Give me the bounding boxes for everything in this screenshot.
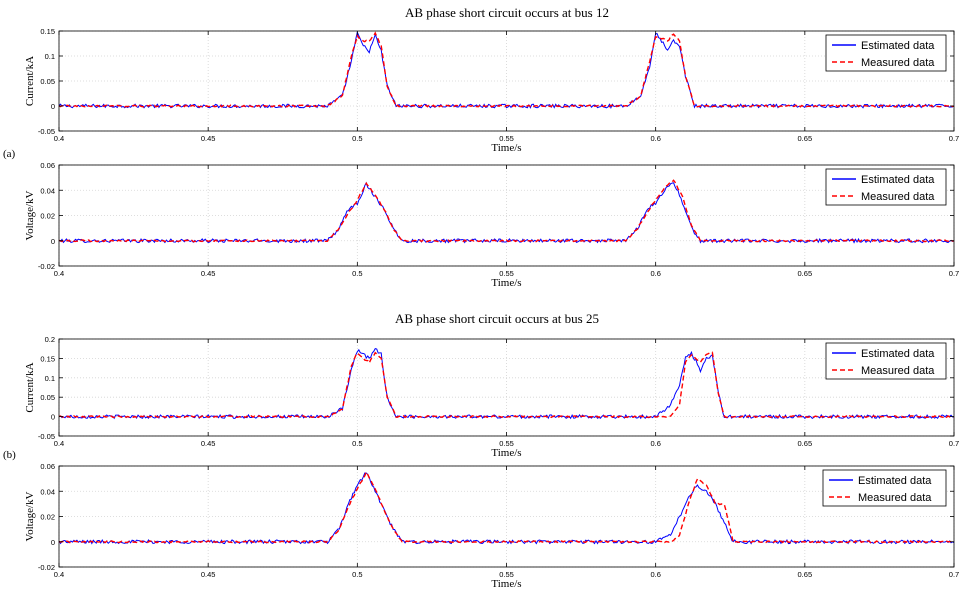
- series-line-estimated: [58, 181, 955, 244]
- x-tick-label: 0.4: [54, 269, 64, 278]
- y-axis-label: Voltage/kV: [24, 190, 36, 240]
- panel-b-title: AB phase short circuit occurs at bus 25: [395, 311, 599, 326]
- y-tick-label: 0.1: [45, 374, 55, 383]
- legend: Estimated data Measured data: [822, 469, 947, 507]
- y-tick-label: -0.02: [38, 563, 55, 572]
- y-tick-label: 0.04: [40, 186, 55, 195]
- x-tick-label: 0.4: [54, 439, 64, 448]
- legend: Estimated data Measured data: [825, 168, 947, 206]
- x-tick-label: 0.7: [949, 570, 959, 579]
- panel-a-title: AB phase short circuit occurs at bus 12: [405, 5, 609, 20]
- legend-label-measured: Measured data: [861, 365, 935, 377]
- y-tick-label: 0: [51, 102, 55, 111]
- series-line-measured: [58, 351, 955, 419]
- x-axis-label: Time/s: [491, 142, 521, 154]
- x-tick-label: 0.55: [499, 134, 514, 143]
- x-tick-label: 0.6: [650, 439, 660, 448]
- y-tick-label: 0.06: [40, 462, 55, 471]
- x-tick-label: 0.45: [201, 570, 216, 579]
- legend-label-estimated: Estimated data: [861, 174, 935, 186]
- x-tick-label: 0.65: [798, 269, 813, 278]
- x-tick-label: 0.6: [650, 269, 660, 278]
- y-tick-label: 0.1: [45, 52, 55, 61]
- legend-box: [825, 34, 947, 72]
- y-tick-label: 0.15: [40, 27, 55, 36]
- x-tick-label: 0.5: [352, 439, 362, 448]
- x-tick-label: 0.6: [650, 134, 660, 143]
- legend-label-estimated: Estimated data: [861, 40, 935, 52]
- y-axis-label: Current/kA: [24, 56, 36, 106]
- x-tick-label: 0.7: [949, 134, 959, 143]
- x-tick-label: 0.45: [201, 439, 216, 448]
- x-tick-label: 0.65: [798, 439, 813, 448]
- series-line-measured: [58, 179, 955, 243]
- x-tick-label: 0.6: [650, 570, 660, 579]
- x-tick-label: 0.55: [499, 439, 514, 448]
- legend: Estimated data Measured data: [825, 342, 947, 380]
- y-tick-label: 0.05: [40, 393, 55, 402]
- legend-box: [822, 469, 947, 507]
- legend-label-measured: Measured data: [861, 57, 935, 69]
- chart-0-1: 0.4 0.45 0.5 0.55 0.6 0.65 0.7 -0.02 0 0.02 0.04 0.…: [24, 161, 959, 289]
- x-tick-label: 0.55: [499, 269, 514, 278]
- y-tick-label: 0.06: [40, 161, 55, 170]
- x-tick-label: 0.65: [798, 134, 813, 143]
- y-tick-label: 0.2: [45, 335, 55, 344]
- x-tick-label: 0.5: [352, 134, 362, 143]
- chart-1-0: 0.4 0.45 0.5 0.55 0.6 0.65 0.7 -0.05 0 0.05 0.1 0.1…: [24, 335, 959, 459]
- x-axis-label: Time/s: [491, 277, 521, 289]
- x-tick-label: 0.45: [201, 269, 216, 278]
- x-tick-label: 0.45: [201, 134, 216, 143]
- legend-box: [825, 342, 947, 380]
- y-tick-label: 0: [51, 237, 55, 246]
- legend-label-measured: Measured data: [861, 191, 935, 203]
- series-line-measured: [58, 31, 955, 108]
- legend: Estimated data Measured data: [825, 34, 947, 72]
- y-tick-label: 0: [51, 538, 55, 547]
- y-tick-label: 0.05: [40, 77, 55, 86]
- chart-1-1: 0.4 0.45 0.5 0.55 0.6 0.65 0.7 -0.02 0 0.02 0.04 0.…: [24, 462, 959, 590]
- panel-a-label: (a): [3, 148, 16, 160]
- legend-box: [825, 168, 947, 206]
- x-tick-label: 0.55: [499, 570, 514, 579]
- series-line-estimated: [58, 30, 955, 109]
- x-axis-label: Time/s: [491, 447, 521, 459]
- series-line-estimated: [58, 472, 955, 545]
- series-line-measured: [58, 470, 955, 544]
- x-tick-label: 0.7: [949, 439, 959, 448]
- y-axis-label: Voltage/kV: [24, 491, 36, 541]
- y-tick-label: 0: [51, 413, 55, 422]
- legend-label-estimated: Estimated data: [858, 475, 932, 487]
- x-tick-label: 0.65: [798, 570, 813, 579]
- y-tick-label: 0.02: [40, 212, 55, 221]
- x-tick-label: 0.5: [352, 570, 362, 579]
- x-tick-label: 0.5: [352, 269, 362, 278]
- y-tick-label: 0.04: [40, 487, 55, 496]
- x-axis-label: Time/s: [491, 578, 521, 590]
- x-tick-label: 0.4: [54, 570, 64, 579]
- legend-label-measured: Measured data: [858, 492, 932, 504]
- panel-b-label: (b): [3, 449, 16, 461]
- y-tick-label: -0.05: [38, 432, 55, 441]
- y-tick-label: 0.15: [40, 354, 55, 363]
- x-tick-label: 0.4: [54, 134, 64, 143]
- legend-label-estimated: Estimated data: [861, 348, 935, 360]
- y-axis-label: Current/kA: [24, 362, 36, 412]
- x-tick-label: 0.7: [949, 269, 959, 278]
- chart-0-0: 0.4 0.45 0.5 0.55 0.6 0.65 0.7 -0.05 0 0.05 0.1 0.1…: [24, 27, 959, 154]
- charts-layer: 0.4 0.45 0.5 0.55 0.6 0.65 0.7 -0.05 0 0.05 0.1 0.1…: [24, 27, 959, 590]
- y-tick-label: -0.05: [38, 127, 55, 136]
- y-tick-label: 0.02: [40, 513, 55, 522]
- y-tick-label: -0.02: [38, 262, 55, 271]
